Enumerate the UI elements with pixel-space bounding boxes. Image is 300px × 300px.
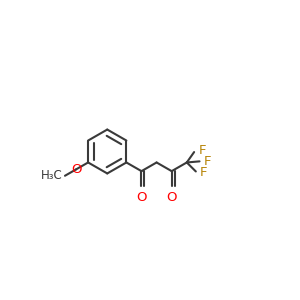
Text: H₃C: H₃C [41, 169, 63, 182]
Text: F: F [198, 144, 206, 157]
Text: O: O [136, 191, 147, 204]
Text: O: O [71, 163, 81, 176]
Text: F: F [204, 155, 211, 168]
Text: F: F [200, 166, 208, 179]
Text: O: O [167, 191, 177, 204]
